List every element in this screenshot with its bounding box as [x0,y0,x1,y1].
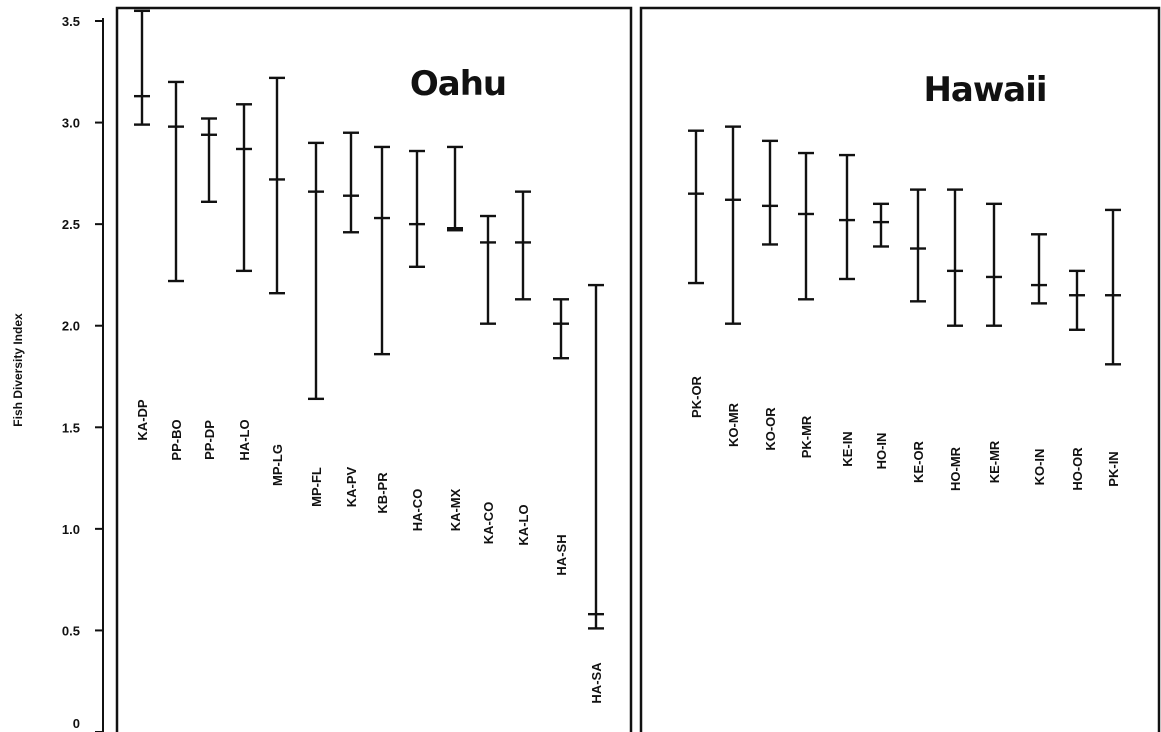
y-tick-label-4: 2.0 [62,319,80,334]
site-label-hawaii-ho-or: HO-OR [1070,447,1085,491]
site-label-hawaii-pk-in: PK-IN [1106,451,1121,486]
site-label-hawaii-ke-or: KE-OR [911,440,926,483]
y-axis-label: Fish Diversity Index [11,313,25,427]
site-label-hawaii-pk-or: PK-OR [689,375,704,418]
panel-title-hawaii: Hawaii [923,70,1046,110]
panel-frame-oahu [117,8,631,732]
site-label-oahu-ka-mx: KA-MX [448,488,463,531]
site-label-oahu-kb-pr: KB-PR [375,472,390,514]
site-label-hawaii-ko-or: KO-OR [763,407,778,451]
site-label-hawaii-ho-in: HO-IN [874,433,889,470]
site-label-oahu-mp-fl: MP-FL [309,467,324,507]
site-label-oahu-ha-sh: HA-SH [554,534,569,575]
panel-frame-hawaii [641,8,1159,732]
site-label-oahu-mp-lg: MP-LG [270,444,285,486]
panel-title-oahu: Oahu [410,64,506,104]
y-tick-label-2: 1.0 [62,522,80,537]
site-label-oahu-ha-sa: HA-SA [589,662,604,704]
site-label-oahu-ka-lo: KA-LO [516,504,531,545]
site-label-hawaii-ko-in: KO-IN [1032,449,1047,486]
site-label-oahu-pp-dp: PP-DP [202,420,217,460]
site-label-oahu-ka-pv: KA-PV [344,466,359,507]
site-label-hawaii-pk-mr: PK-MR [799,415,814,458]
site-label-oahu-ha-lo: HA-LO [237,419,252,460]
y-tick-label-1: 0.5 [62,623,80,638]
site-label-hawaii-ke-mr: KE-MR [987,440,1002,483]
site-label-oahu-ka-co: KA-CO [481,502,496,545]
y-tick-label-7: 3.5 [62,14,80,29]
y-tick-label-5: 2.5 [62,217,80,232]
site-labels: KA-DP PP-BO PP-DP HA-LO MP-LG MP-FL KA-PV KB-PR… [135,375,1121,703]
y-tick-label-0: 0 [73,716,80,731]
y-tick-label-6: 3.0 [62,116,80,131]
y-tick-label-3: 1.5 [62,420,80,435]
site-label-oahu-pp-bo: PP-BO [169,419,184,460]
y-axis-ticks: 0 0.5 1.0 1.5 2.0 2.5 3.0 3.5 [62,14,103,732]
site-label-hawaii-ho-mr: HO-MR [948,446,963,491]
site-label-oahu-ka-dp: KA-DP [135,399,150,440]
site-label-hawaii-ko-mr: KO-MR [726,402,741,447]
site-label-oahu-ha-co: HA-CO [410,489,425,532]
site-label-hawaii-ke-in: KE-IN [840,431,855,466]
